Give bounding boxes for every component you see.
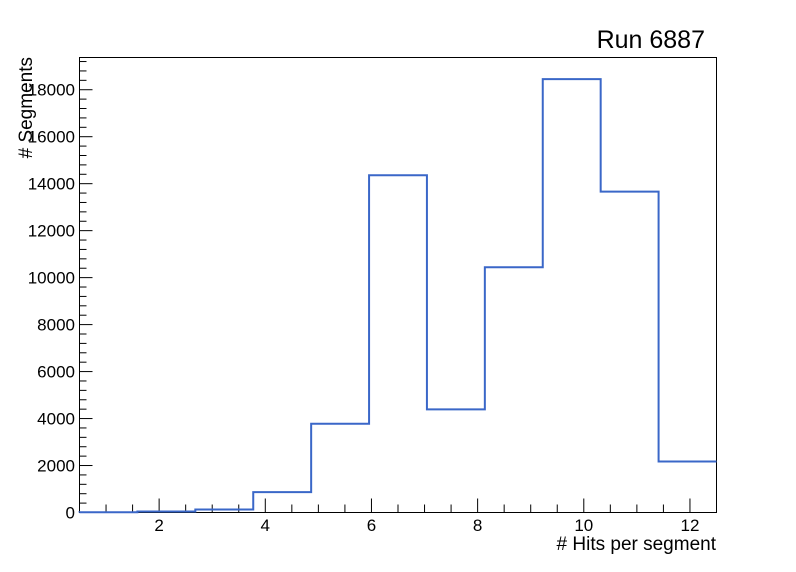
y-tick-label: 12000	[28, 222, 75, 241]
x-tick-label: 2	[154, 516, 163, 535]
y-tick-label: 10000	[28, 269, 75, 288]
histogram-line	[78, 78, 717, 514]
y-tick-label: 0	[66, 504, 75, 523]
x-tick-label: 6	[367, 516, 376, 535]
x-axis-title: # Hits per segment	[557, 534, 717, 555]
y-tick-label: 2000	[37, 457, 75, 476]
y-tick-label: 16000	[28, 128, 75, 147]
y-tick-label: 14000	[28, 175, 75, 194]
y-tick-label: 8000	[37, 316, 75, 335]
plot-title: Run 6887	[597, 26, 705, 54]
y-tick-label: 4000	[37, 410, 75, 429]
x-tick-label: 12	[680, 516, 699, 535]
plot-frame	[79, 57, 717, 513]
y-tick-label: 6000	[37, 363, 75, 382]
x-tick-label: 4	[261, 516, 270, 535]
x-tick-label: 10	[574, 516, 593, 535]
chart-layer: 0 2000 4000 6000 8000 10000 12000 14000 16000 180…	[28, 57, 717, 535]
x-tick-label: 8	[473, 516, 482, 535]
y-axis-title: # Segments	[16, 57, 37, 158]
y-tick-label: 18000	[28, 81, 75, 100]
